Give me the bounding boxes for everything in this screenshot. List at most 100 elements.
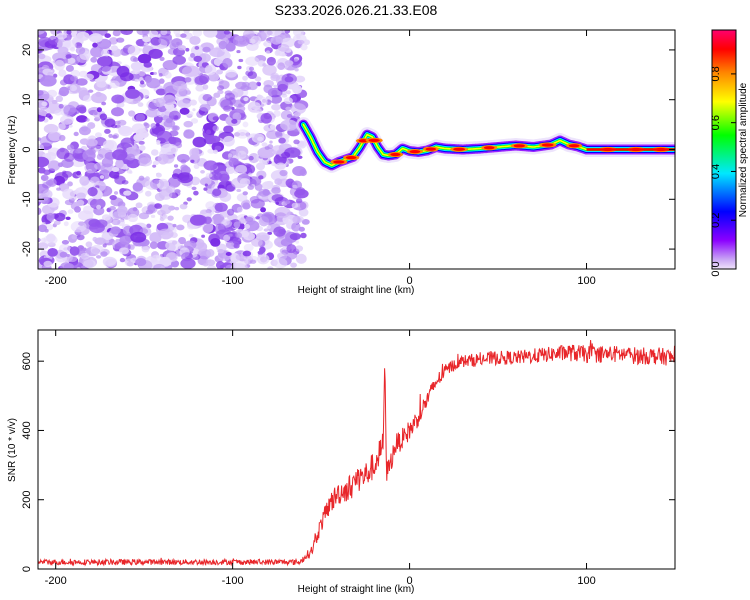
- spectrogram-x-tick-label: 100: [577, 275, 595, 287]
- noise-blob: [38, 90, 50, 102]
- noise-blob: [164, 71, 172, 79]
- noise-blob: [129, 170, 133, 174]
- noise-blob: [284, 250, 298, 260]
- noise-blob: [190, 159, 195, 164]
- noise-blob: [97, 147, 113, 159]
- noise-blob: [38, 237, 41, 243]
- noise-blob: [67, 57, 76, 64]
- noise-blob: [266, 30, 273, 36]
- noise-blob: [250, 35, 262, 46]
- noise-blob: [46, 212, 55, 221]
- noise-blob: [240, 216, 245, 220]
- noise-blob: [162, 94, 176, 105]
- colorbar-tick-label: 0.2: [710, 213, 722, 228]
- noise-blob: [286, 244, 297, 254]
- noise-blob: [76, 170, 82, 176]
- noise-blob: [232, 112, 242, 121]
- noise-blob: [54, 109, 62, 116]
- noise-blob: [43, 260, 53, 268]
- noise-blob: [138, 48, 143, 52]
- noise-blob: [219, 173, 230, 183]
- noise-blob: [296, 35, 301, 39]
- noise-blob: [191, 186, 197, 191]
- noise-blob: [109, 37, 118, 45]
- noise-blob: [38, 143, 45, 153]
- noise-blob: [169, 255, 178, 261]
- noise-blob: [284, 76, 294, 83]
- noise-blob: [233, 132, 241, 137]
- noise-blob: [235, 232, 243, 239]
- noise-blob: [130, 231, 147, 243]
- noise-blob: [74, 149, 82, 154]
- noise-blob: [179, 203, 188, 210]
- spectrogram-x-label: Height of straight line (km): [298, 285, 415, 296]
- noise-blob: [249, 66, 255, 72]
- noise-blob: [202, 84, 209, 90]
- noise-blob: [254, 76, 262, 82]
- noise-blob: [41, 196, 51, 205]
- spectrogram-y-tick-label: 10: [21, 94, 33, 106]
- noise-blob: [147, 102, 158, 111]
- noise-blob: [116, 37, 125, 43]
- noise-blob: [189, 35, 201, 45]
- noise-blob: [236, 188, 242, 193]
- noise-blob: [172, 80, 188, 92]
- noise-blob: [291, 222, 301, 232]
- noise-blob: [59, 115, 74, 125]
- noise-blob: [135, 202, 143, 209]
- noise-blob: [260, 207, 266, 213]
- noise-blob: [162, 60, 178, 71]
- noise-blob: [269, 124, 276, 130]
- noise-blob: [119, 48, 130, 56]
- noise-blob: [104, 128, 111, 134]
- noise-blob: [82, 247, 87, 252]
- noise-blob: [148, 48, 163, 59]
- noise-blob: [194, 46, 200, 50]
- noise-blob: [244, 224, 251, 230]
- noise-blob: [102, 257, 118, 268]
- noise-blob: [274, 206, 291, 219]
- noise-blob: [56, 32, 67, 40]
- noise-blob: [297, 155, 303, 159]
- noise-blob: [214, 30, 227, 40]
- noise-blob: [243, 97, 249, 102]
- noise-blob: [282, 134, 290, 140]
- noise-blob: [126, 158, 141, 169]
- noise-blob: [111, 218, 121, 226]
- noise-blob: [185, 47, 190, 52]
- noise-blob: [109, 205, 116, 211]
- noise-blob: [70, 220, 87, 233]
- noise-blob: [63, 58, 69, 64]
- noise-blob: [257, 147, 276, 159]
- noise-blob: [283, 97, 293, 105]
- noise-blob: [101, 214, 111, 221]
- noise-blob: [38, 156, 50, 168]
- spectrogram-frame: [37, 29, 676, 270]
- noise-blob: [155, 88, 167, 96]
- ridge-hotspot-core: [390, 152, 401, 157]
- noise-blob: [110, 124, 118, 129]
- noise-blob: [206, 249, 215, 257]
- noise-blob: [96, 56, 112, 67]
- noise-blob: [295, 253, 307, 264]
- noise-blob: [90, 56, 98, 63]
- noise-blob: [222, 135, 235, 147]
- noise-blob: [230, 262, 246, 269]
- noise-blob: [193, 190, 199, 196]
- noise-blob: [96, 204, 102, 210]
- noise-blob: [59, 251, 68, 258]
- ridge-hotspot-core: [345, 155, 357, 160]
- noise-blob: [201, 221, 214, 234]
- noise-blob: [261, 211, 276, 223]
- noise-blob: [113, 191, 119, 195]
- noise-blob: [101, 157, 114, 168]
- noise-blob: [277, 43, 290, 52]
- noise-blob: [251, 238, 263, 247]
- noise-blob: [87, 89, 94, 93]
- ridge-hotspot-core: [513, 144, 525, 148]
- noise-blob: [216, 69, 224, 75]
- noise-blob: [194, 75, 209, 86]
- snr-series-line: [38, 339, 675, 567]
- noise-blob: [174, 206, 180, 211]
